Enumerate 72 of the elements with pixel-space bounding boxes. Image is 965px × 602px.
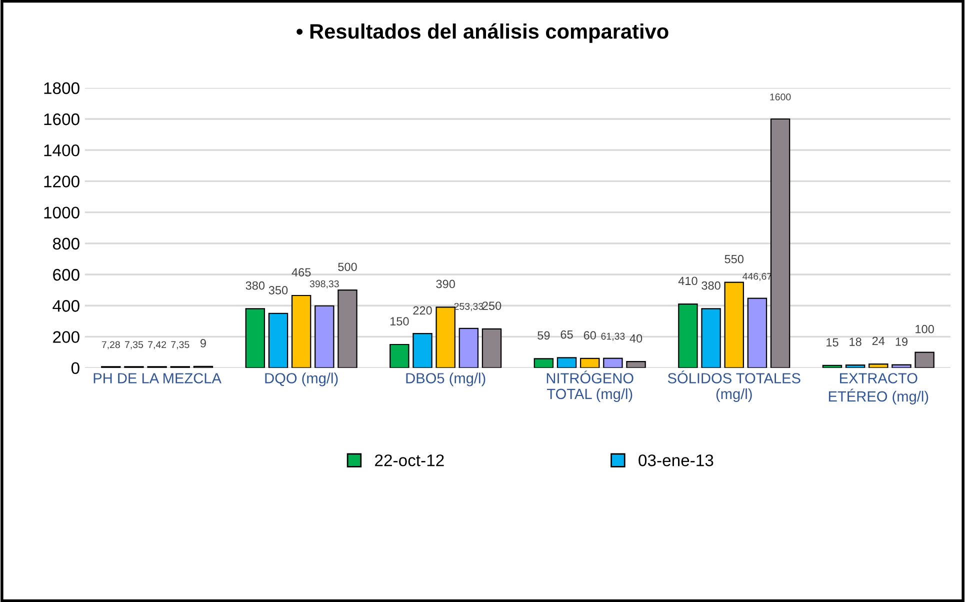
bar [314,305,334,368]
bar [914,352,934,368]
bar [868,364,888,368]
x-tick-label: PH DE LA MEZCLA [94,373,222,384]
bar [268,312,288,368]
data-label: 60 [584,331,596,340]
y-tick-label: 200 [53,331,80,343]
bar [245,308,266,368]
data-label: 398,33 [310,280,339,288]
data-label: 18 [850,338,862,346]
data-label: 220 [413,306,432,315]
data-label: 253,33 [454,302,484,311]
bar [556,357,577,368]
bar [701,308,721,368]
bar [678,304,698,368]
y-tick-label: 1400 [44,144,80,156]
data-label: 380 [246,281,265,290]
x-tick-label: NITRÓGENO TOTAL (mg/l) [546,370,634,402]
bar [482,328,502,368]
bar [436,306,456,368]
data-label: 7,35 [171,341,190,350]
y-tick-label: 400 [52,300,80,312]
data-label: 65 [560,330,573,339]
bar [458,328,479,368]
bar [412,333,432,368]
data-label: 380 [702,281,720,290]
y-tick-label: 1200 [44,176,80,188]
y-tick-label: 1000 [44,206,80,219]
data-label: 7,28 [102,341,120,350]
bar [580,358,600,368]
y-tick-label: 600 [53,268,80,281]
data-label: 61,33 [601,332,625,341]
data-label: 465 [292,268,311,277]
data-label: 19 [896,338,908,346]
data-label: 410 [678,276,698,286]
x-tick-label: EXTRACTO ETÉREO (mg/l) [828,373,928,404]
chart-title: • Resultados del análisis comparativo [296,23,668,43]
y-tick-label: 800 [52,238,80,250]
bar [603,358,623,368]
bar [390,344,410,368]
bar [724,282,744,368]
bar [626,361,646,368]
x-tick-label: DQO (mg/l) [265,372,338,386]
bar [338,290,358,368]
data-label: 24 [872,336,885,345]
data-label: 7,35 [125,341,144,350]
data-label: 59 [538,331,550,340]
bar [770,118,790,368]
legend-label: 03-ene-13 [638,454,714,466]
data-label: 550 [724,254,744,264]
bar [534,358,554,368]
data-label: 1600 [770,94,791,100]
y-tick-label: 1800 [44,82,80,94]
data-label: 40 [630,334,642,343]
x-tick-label: DBO5 (mg/l) [406,372,486,386]
bar [747,298,768,368]
bar [291,294,312,368]
bar [845,364,866,368]
data-label: 7,42 [148,341,166,350]
data-label: 100 [916,324,934,334]
data-label: 390 [436,280,455,288]
x-tick-label: SÓLIDOS TOTALES (mg/l) [668,370,800,402]
data-label: 15 [826,338,838,346]
data-label: 350 [268,286,288,294]
data-label: 250 [482,302,502,310]
data-label: 500 [338,262,357,272]
data-label: 446,67 [742,272,772,281]
data-label: 150 [390,317,409,326]
y-tick-label: 0 [71,362,80,374]
legend-label: 22-oct-12 [375,454,444,466]
data-label: 9 [200,339,206,348]
y-tick-label: 1600 [44,113,80,126]
